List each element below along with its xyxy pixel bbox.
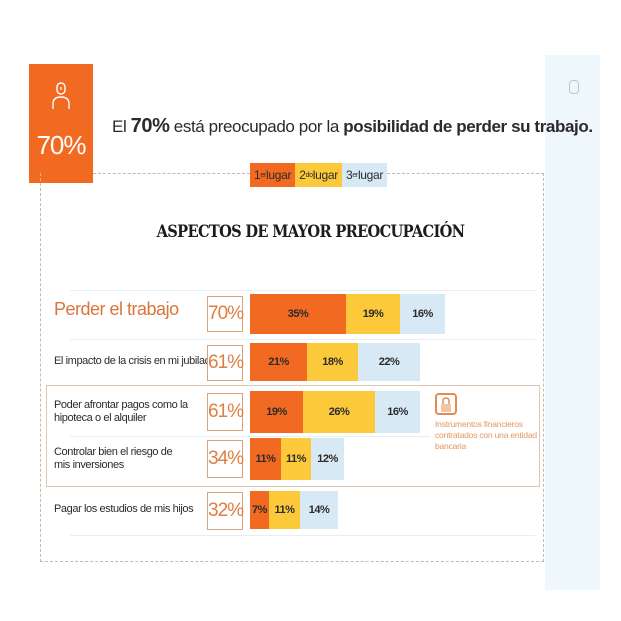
hero-percent: 70% [36, 130, 86, 160]
headline-highlight: 70% [130, 115, 170, 137]
row-total: 32% [207, 492, 244, 530]
side-panel [545, 55, 600, 590]
bar-segment-2nd: 11% [269, 491, 300, 529]
row-label: Perder el trabajo [54, 299, 179, 319]
legend-word: lugar [312, 168, 338, 182]
bar-segment-3rd: 16% [400, 294, 445, 334]
chart-row: El impacto de la crisis en mi jubilación… [40, 343, 540, 381]
lock-icon [435, 393, 457, 415]
row-separator [70, 290, 535, 291]
bar-segment-3rd: 16% [375, 391, 420, 433]
row-label: Controlar bien el riesgo de mis inversio… [54, 446, 173, 471]
row-label: Pagar los estudios de mis hijos [54, 503, 194, 515]
frame-top-left [93, 173, 250, 174]
legend-sup: do [305, 171, 313, 179]
stacked-bar: 11% 11% 12% [250, 438, 344, 480]
legend-sup: er [352, 171, 358, 179]
bar-segment-3rd: 22% [358, 343, 420, 381]
headline-bold-tail: posibilidad de perder su trabajo. [343, 117, 593, 136]
bar-segment-1st: 11% [250, 438, 281, 480]
note-text: Instrumentos financieros contratados con… [435, 419, 537, 451]
stacked-bar: 19% 26% 16% [250, 391, 420, 433]
row-separator [70, 339, 535, 340]
bar-segment-2nd: 26% [303, 391, 375, 433]
bar-segment-1st: 35% [250, 294, 346, 334]
row-separator [70, 436, 430, 437]
chart-row: Poder afrontar pagos como la hipoteca o … [40, 391, 540, 433]
bar-segment-1st: 19% [250, 391, 303, 433]
row-total: 70% [207, 296, 244, 332]
side-panel-icon [569, 80, 579, 94]
chart-frame [40, 173, 544, 562]
row-separator [70, 535, 535, 536]
chart-title: ASPECTOS DE MAYOR PREOCUPACIÓN [156, 222, 465, 242]
headline-middle: está preocupado por la [169, 117, 344, 136]
bar-segment-3rd: 12% [311, 438, 344, 480]
bar-segment-2nd: 19% [346, 294, 400, 334]
bar-segment-1st: 7% [250, 491, 269, 529]
legend-num: 1 [254, 168, 261, 182]
legend-item-1st: 1 er lugar [250, 163, 296, 187]
legend-item-2nd: 2 do lugar [295, 163, 342, 187]
financial-instruments-highlight [46, 385, 540, 487]
financial-instruments-note: Instrumentos financieros contratados con… [435, 393, 540, 452]
legend-word: lugar [357, 168, 384, 182]
row-total: 61% [207, 345, 244, 381]
stacked-bar: 35% 19% 16% [250, 294, 445, 334]
bar-segment-2nd: 11% [281, 438, 311, 480]
person-icon [52, 82, 70, 109]
hero-stat-box: 70% [29, 64, 93, 183]
row-total: 61% [207, 393, 244, 431]
bar-segment-1st: 21% [250, 343, 307, 381]
chart-row: Perder el trabajo 70% 35% 19% 16% [40, 294, 540, 334]
headline-prefix: El [112, 117, 131, 136]
stacked-bar: 21% 18% 22% [250, 343, 420, 381]
chart-row: Controlar bien el riesgo de mis inversio… [40, 438, 540, 480]
legend-item-3rd: 3 er lugar [341, 163, 388, 187]
legend-num: 2 [299, 168, 306, 182]
row-label: Poder afrontar pagos como la hipoteca o … [54, 399, 188, 424]
legend: 1 er lugar 2 do lugar 3 er lugar [250, 163, 388, 187]
stacked-bar: 7% 11% 14% [250, 491, 338, 529]
bar-segment-3rd: 14% [300, 491, 338, 529]
row-total: 34% [207, 440, 244, 478]
legend-sup: er [260, 171, 266, 179]
legend-word: lugar [266, 168, 292, 182]
frame-top-right [387, 173, 544, 174]
chart-row: Pagar los estudios de mis hijos 32% 7% 1… [40, 491, 540, 530]
row-label: El impacto de la crisis en mi jubilación [54, 355, 224, 367]
legend-num: 3 [345, 168, 353, 182]
bar-segment-2nd: 18% [307, 343, 358, 381]
headline: El 70% está preocupado por la posibilida… [112, 115, 593, 138]
